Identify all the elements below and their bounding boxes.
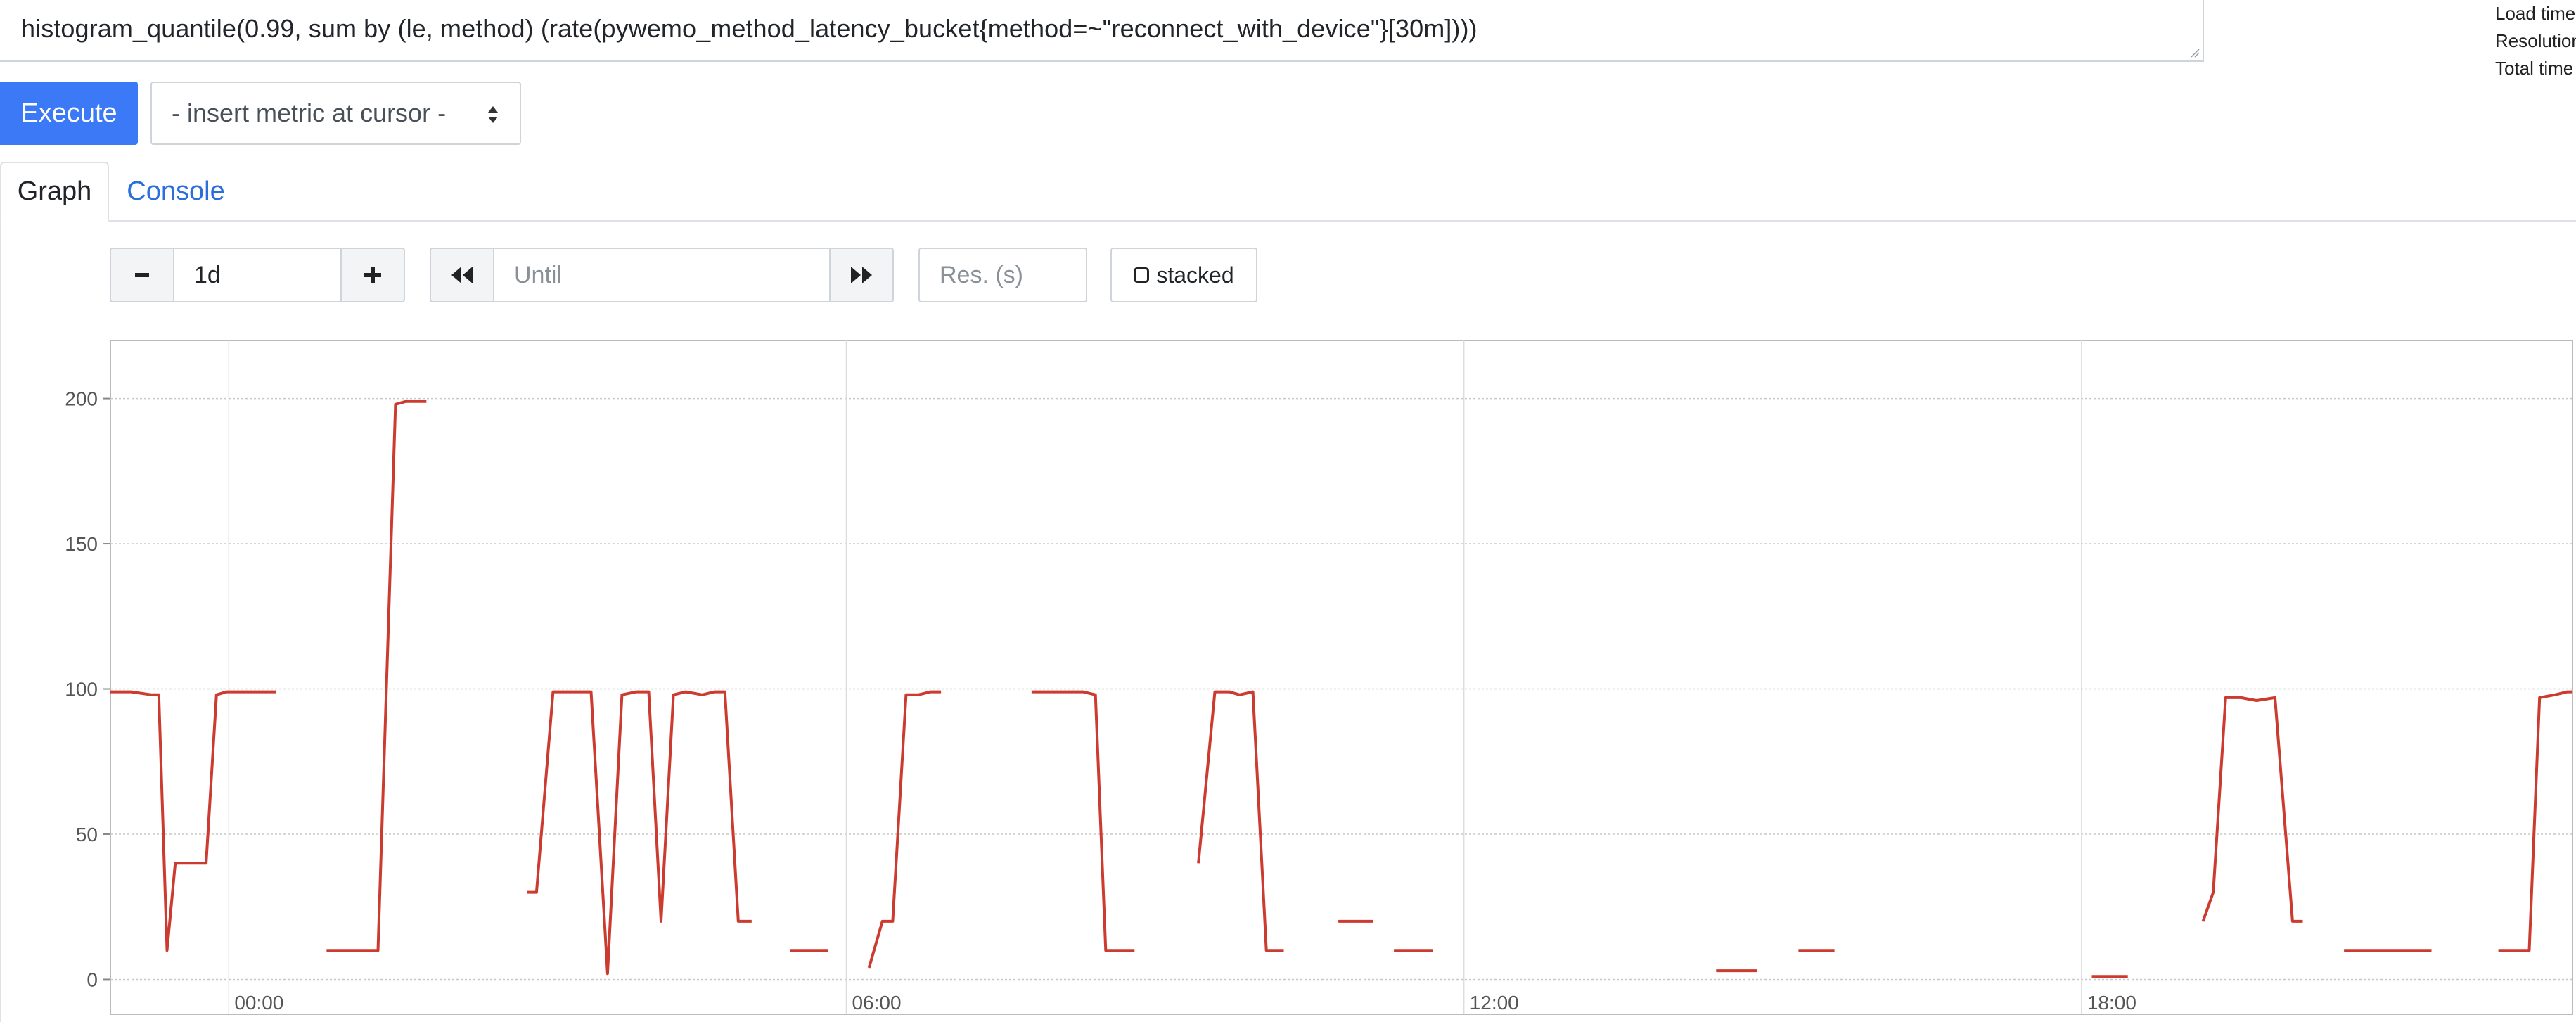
resolution-label: Resolution xyxy=(2495,30,2576,51)
range-decrease-button[interactable] xyxy=(110,248,174,302)
time-forward-button[interactable] xyxy=(829,248,894,302)
plus-icon xyxy=(364,267,381,283)
series-line-segment xyxy=(2498,690,2572,952)
y-tick-label: 100 xyxy=(65,679,98,701)
resize-handle-icon[interactable] xyxy=(2189,46,2200,58)
tab-graph[interactable]: Graph xyxy=(0,162,109,222)
range-increase-button[interactable] xyxy=(340,248,405,302)
tabs-divider xyxy=(0,220,2576,222)
tab-console[interactable]: Console xyxy=(127,177,225,206)
latency-chart: 0 50 100 150 200 00:00 06:00 12:00 18:00 xyxy=(65,340,2573,1015)
forward-icon xyxy=(851,267,872,283)
query-stats: Load time Resolution Total time xyxy=(2495,0,2576,82)
stacked-toggle-button[interactable]: stacked xyxy=(1110,248,1257,302)
panel-left-border xyxy=(0,220,1,1022)
x-tick-label: 18:00 xyxy=(2087,992,2136,1014)
y-tick-label: 0 xyxy=(86,969,98,990)
series-line-segment xyxy=(1031,690,1135,952)
minus-icon xyxy=(135,273,149,277)
query-expression-text: histogram_quantile(0.99, sum by (le, met… xyxy=(21,14,1478,43)
insert-metric-select-value: - insert metric at cursor - xyxy=(172,98,447,127)
graph-area[interactable]: 0 50 100 150 200 00:00 06:00 12:00 18:00 xyxy=(0,331,2576,1022)
stacked-checkbox-icon xyxy=(1134,267,1150,283)
backward-icon xyxy=(451,267,473,283)
range-input[interactable]: 1d xyxy=(173,248,342,302)
insert-metric-select[interactable]: - insert metric at cursor - xyxy=(150,82,521,145)
select-arrows-icon xyxy=(488,106,498,123)
series-line-segment xyxy=(527,690,752,976)
time-back-button[interactable] xyxy=(430,248,494,302)
total-time-label: Total time xyxy=(2495,58,2574,79)
series-line-segment xyxy=(2201,696,2303,923)
series-line-segment xyxy=(326,400,427,952)
query-expression-input[interactable]: histogram_quantile(0.99, sum by (le, met… xyxy=(0,0,2204,62)
stacked-label: stacked xyxy=(1156,262,1234,288)
until-input[interactable]: Until xyxy=(493,248,831,302)
x-tick-label: 00:00 xyxy=(234,992,283,1014)
load-time-label: Load time xyxy=(2495,3,2576,24)
execute-button[interactable]: Execute xyxy=(0,82,138,145)
y-tick-label: 200 xyxy=(65,388,98,410)
x-tick-label: 12:00 xyxy=(1470,992,1519,1014)
series-line-segment xyxy=(867,690,942,969)
y-tick-label: 150 xyxy=(65,533,98,555)
x-tick-label: 06:00 xyxy=(852,992,901,1014)
resolution-input[interactable]: Res. (s) xyxy=(918,248,1087,302)
series-line-segment xyxy=(110,690,276,952)
y-tick-label: 50 xyxy=(76,824,98,845)
plot-border xyxy=(110,340,2573,1015)
series-line-segment xyxy=(1197,690,1284,952)
